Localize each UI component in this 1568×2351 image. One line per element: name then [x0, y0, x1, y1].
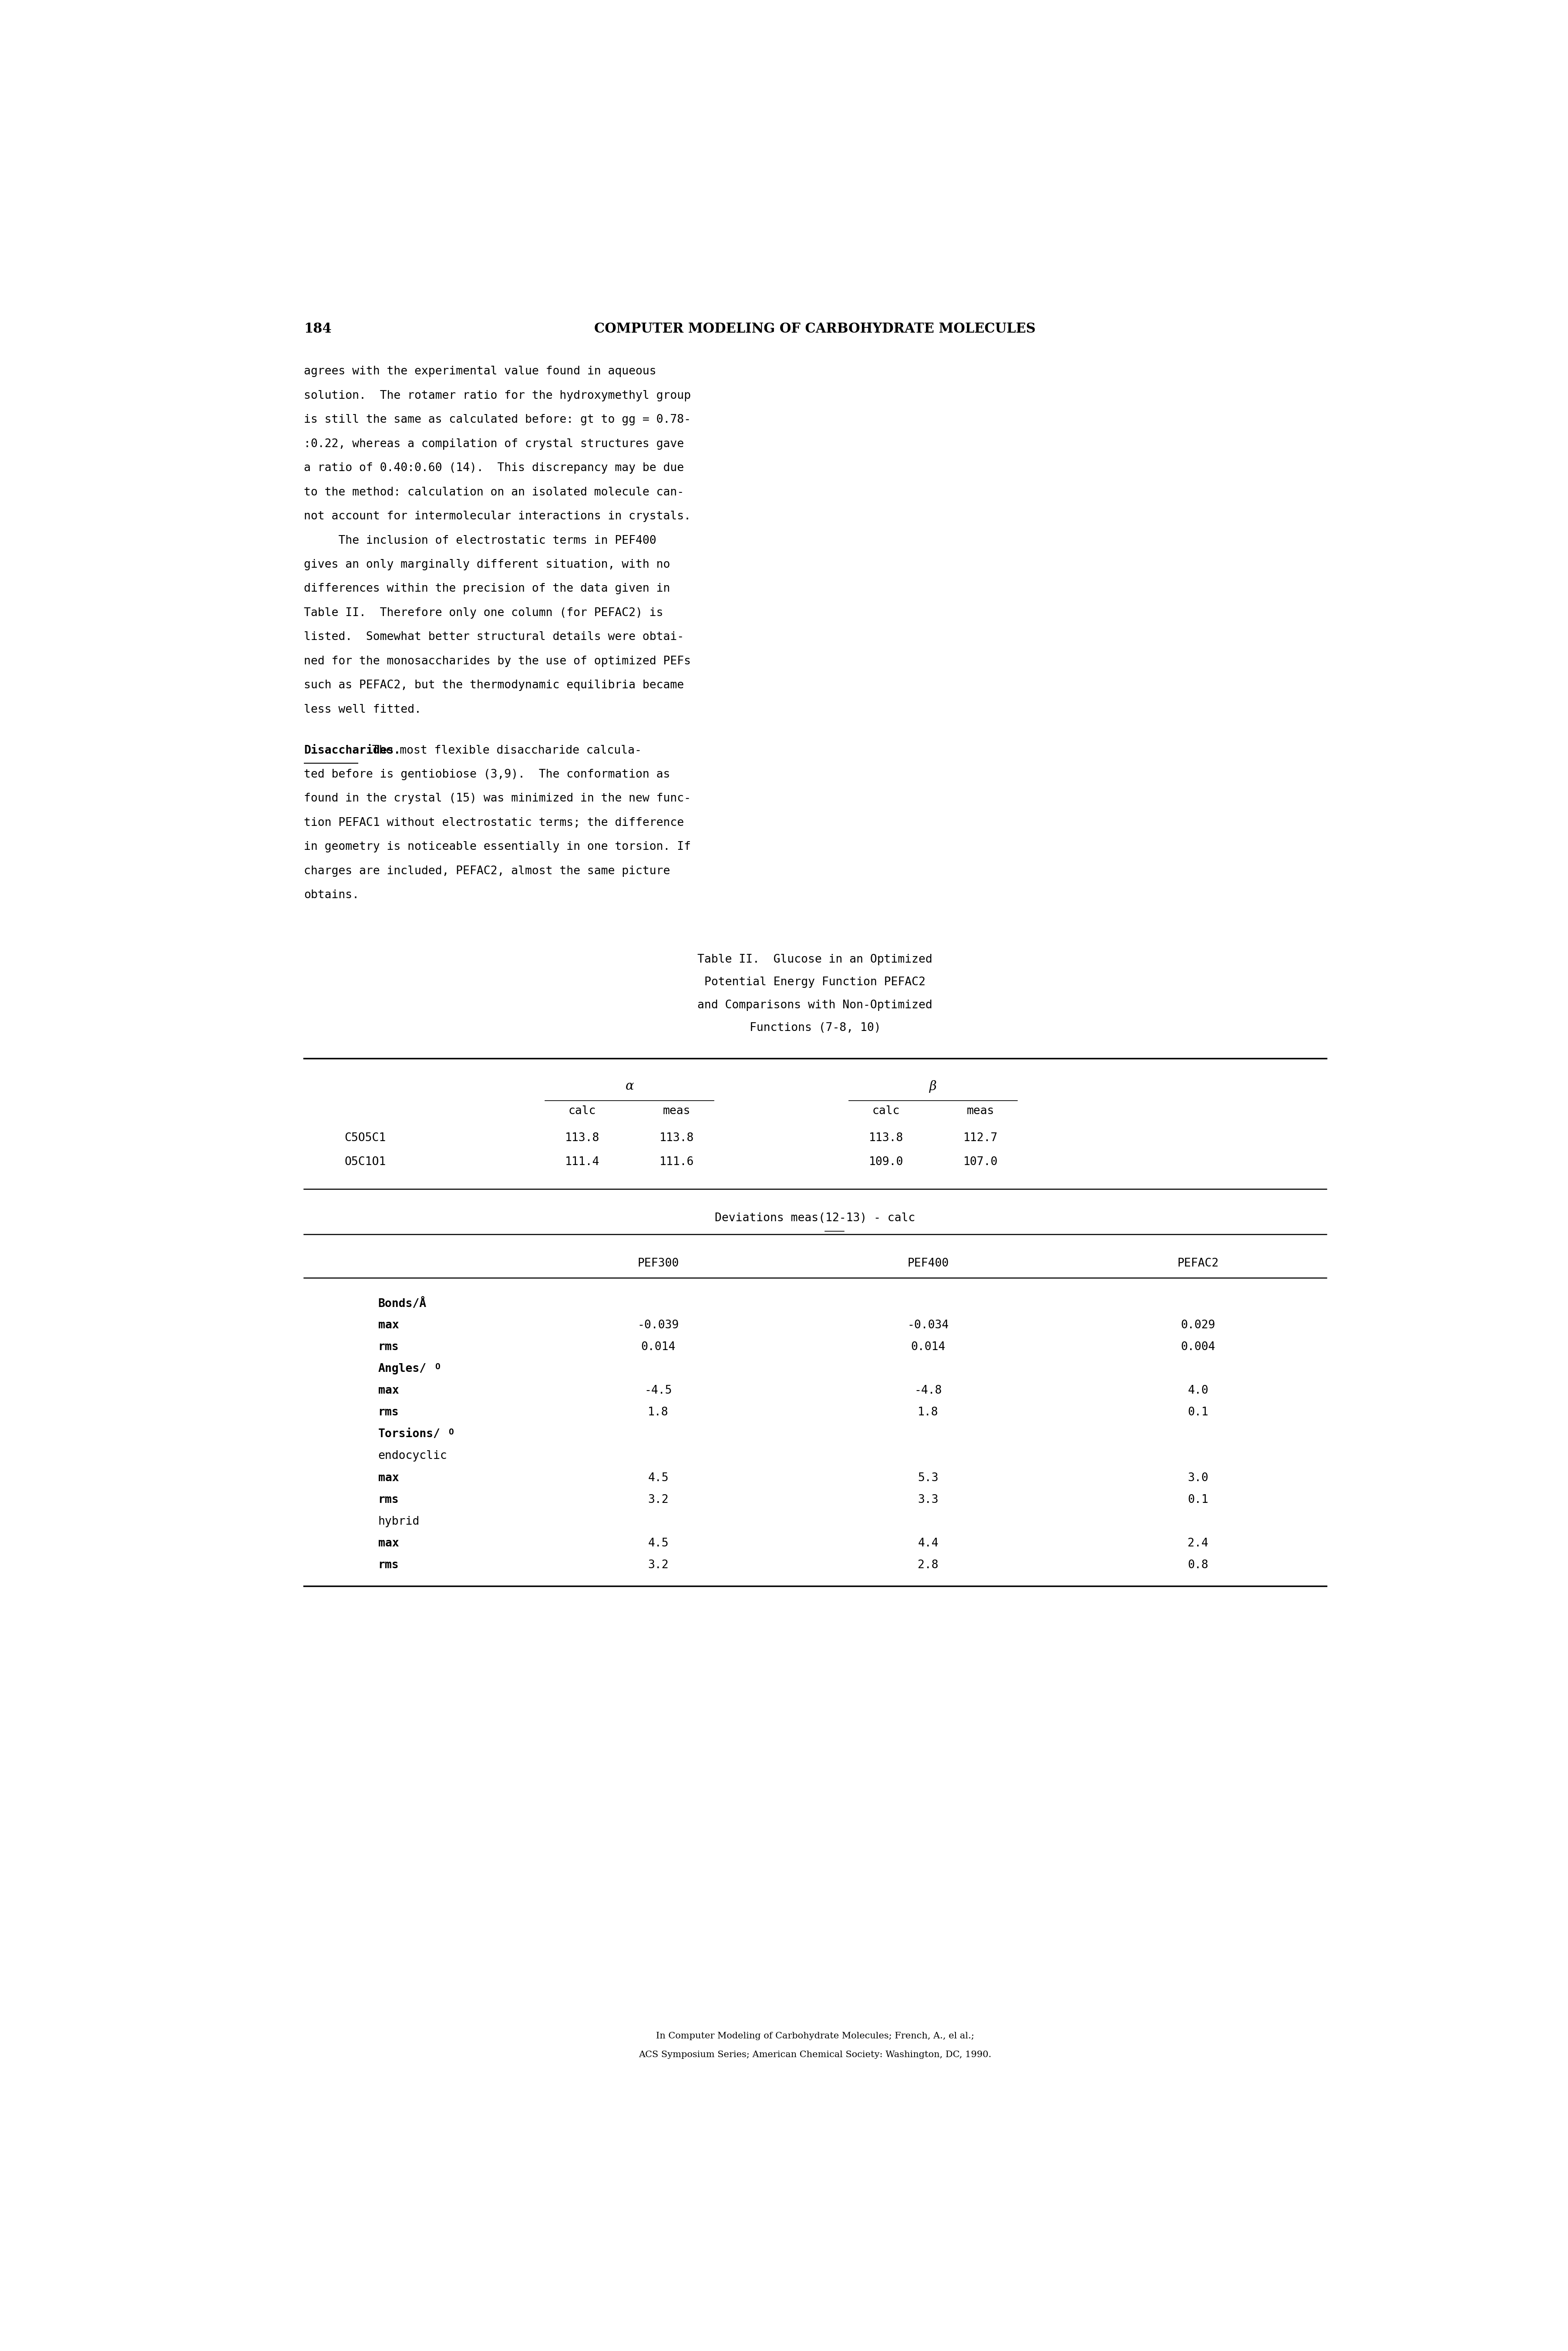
- Text: β: β: [930, 1081, 936, 1093]
- Text: obtains.: obtains.: [304, 889, 359, 900]
- Text: meas: meas: [663, 1105, 690, 1117]
- Text: in geometry is noticeable essentially in one torsion. If: in geometry is noticeable essentially in…: [304, 842, 691, 853]
- Text: Bonds/Å: Bonds/Å: [378, 1298, 426, 1310]
- Text: 3.0: 3.0: [1187, 1472, 1209, 1483]
- Text: -0.034: -0.034: [908, 1319, 949, 1331]
- Text: C5O5C1: C5O5C1: [345, 1133, 386, 1143]
- Text: Angles/: Angles/: [378, 1364, 426, 1375]
- Text: 1.8: 1.8: [917, 1406, 939, 1418]
- Text: such as PEFAC2, but the thermodynamic equilibria became: such as PEFAC2, but the thermodynamic eq…: [304, 679, 684, 691]
- Text: charges are included, PEFAC2, almost the same picture: charges are included, PEFAC2, almost the…: [304, 865, 670, 877]
- Text: meas: meas: [966, 1105, 994, 1117]
- Text: max: max: [378, 1472, 398, 1483]
- Text: 113.8: 113.8: [869, 1133, 903, 1143]
- Text: O5C1O1: O5C1O1: [345, 1157, 386, 1168]
- Text: 4.0: 4.0: [1187, 1385, 1209, 1396]
- Text: Potential Energy Function PEFAC2: Potential Energy Function PEFAC2: [704, 976, 925, 987]
- Text: In Computer Modeling of Carbohydrate Molecules; French, A., el al.;: In Computer Modeling of Carbohydrate Mol…: [655, 2031, 974, 2041]
- Text: 111.4: 111.4: [564, 1157, 599, 1168]
- Text: 2.8: 2.8: [917, 1559, 939, 1570]
- Text: 109.0: 109.0: [869, 1157, 903, 1168]
- Text: COMPUTER MODELING OF CARBOHYDRATE MOLECULES: COMPUTER MODELING OF CARBOHYDRATE MOLECU…: [594, 322, 1036, 336]
- Text: PEFAC2: PEFAC2: [1178, 1258, 1218, 1270]
- Text: Deviations meas(12-13) - calc: Deviations meas(12-13) - calc: [715, 1213, 916, 1225]
- Text: 0.1: 0.1: [1187, 1493, 1209, 1505]
- Text: :0.22, whereas a compilation of crystal structures gave: :0.22, whereas a compilation of crystal …: [304, 437, 684, 449]
- Text: 184: 184: [304, 322, 332, 336]
- Text: gives an only marginally different situation, with no: gives an only marginally different situa…: [304, 560, 670, 571]
- Text: tion PEFAC1 without electrostatic terms; the difference: tion PEFAC1 without electrostatic terms;…: [304, 818, 684, 828]
- Text: to the method: calculation on an isolated molecule can-: to the method: calculation on an isolate…: [304, 487, 684, 498]
- Text: calc: calc: [872, 1105, 900, 1117]
- Text: 0.014: 0.014: [911, 1342, 946, 1352]
- Text: hybrid: hybrid: [378, 1516, 420, 1528]
- Text: 0.004: 0.004: [1181, 1342, 1215, 1352]
- Text: listed.  Somewhat better structural details were obtai-: listed. Somewhat better structural detai…: [304, 632, 684, 642]
- Text: 0.1: 0.1: [1187, 1406, 1209, 1418]
- Text: found in the crystal (15) was minimized in the new func-: found in the crystal (15) was minimized …: [304, 792, 691, 804]
- Text: 111.6: 111.6: [660, 1157, 695, 1168]
- Text: ted before is gentiobiose (3,9).  The conformation as: ted before is gentiobiose (3,9). The con…: [304, 769, 670, 781]
- Text: -4.5: -4.5: [644, 1385, 673, 1396]
- Text: 0.8: 0.8: [1187, 1559, 1209, 1570]
- Text: O: O: [448, 1427, 453, 1436]
- Text: The inclusion of electrostatic terms in PEF400: The inclusion of electrostatic terms in …: [304, 536, 657, 545]
- Text: max: max: [378, 1385, 398, 1396]
- Text: 3.2: 3.2: [648, 1493, 668, 1505]
- Text: endocyclic: endocyclic: [378, 1451, 447, 1462]
- Text: 5.3: 5.3: [917, 1472, 939, 1483]
- Text: 2.4: 2.4: [1187, 1538, 1209, 1549]
- Text: rms: rms: [378, 1406, 398, 1418]
- Text: The most flexible disaccharide calcula-: The most flexible disaccharide calcula-: [358, 745, 641, 757]
- Text: Table II.  Therefore only one column (for PEFAC2) is: Table II. Therefore only one column (for…: [304, 607, 663, 618]
- Text: calc: calc: [569, 1105, 596, 1117]
- Text: 107.0: 107.0: [963, 1157, 997, 1168]
- Text: PEF400: PEF400: [908, 1258, 949, 1270]
- Text: rms: rms: [378, 1342, 398, 1352]
- Text: not account for intermolecular interactions in crystals.: not account for intermolecular interacti…: [304, 510, 691, 522]
- Text: Torsions/: Torsions/: [378, 1429, 441, 1439]
- Text: O: O: [434, 1364, 441, 1371]
- Text: 0.014: 0.014: [641, 1342, 676, 1352]
- Text: 3.2: 3.2: [648, 1559, 668, 1570]
- Text: and Comparisons with Non-Optimized: and Comparisons with Non-Optimized: [698, 999, 933, 1011]
- Text: a ratio of 0.40:0.60 (14).  This discrepancy may be due: a ratio of 0.40:0.60 (14). This discrepa…: [304, 463, 684, 475]
- Text: 3.3: 3.3: [917, 1493, 939, 1505]
- Text: 4.5: 4.5: [648, 1538, 668, 1549]
- Text: less well fitted.: less well fitted.: [304, 703, 422, 715]
- Text: rms: rms: [378, 1493, 398, 1505]
- Text: 113.8: 113.8: [660, 1133, 695, 1143]
- Text: differences within the precision of the data given in: differences within the precision of the …: [304, 583, 670, 595]
- Text: PEF300: PEF300: [638, 1258, 679, 1270]
- Text: 112.7: 112.7: [963, 1133, 997, 1143]
- Text: 4.5: 4.5: [648, 1472, 668, 1483]
- Text: α: α: [626, 1081, 633, 1093]
- Text: 1.8: 1.8: [648, 1406, 668, 1418]
- Text: 0.029: 0.029: [1181, 1319, 1215, 1331]
- Text: max: max: [378, 1538, 398, 1549]
- Text: -4.8: -4.8: [914, 1385, 942, 1396]
- Text: rms: rms: [378, 1559, 398, 1570]
- Text: ACS Symposium Series; American Chemical Society: Washington, DC, 1990.: ACS Symposium Series; American Chemical …: [638, 2050, 991, 2059]
- Text: Disaccharides.: Disaccharides.: [304, 745, 401, 757]
- Text: Functions (7-8, 10): Functions (7-8, 10): [750, 1023, 881, 1034]
- Text: Table II.  Glucose in an Optimized: Table II. Glucose in an Optimized: [698, 955, 933, 966]
- Text: is still the same as calculated before: gt to gg = 0.78-: is still the same as calculated before: …: [304, 414, 691, 426]
- Text: 113.8: 113.8: [564, 1133, 599, 1143]
- Text: max: max: [378, 1319, 398, 1331]
- Text: solution.  The rotamer ratio for the hydroxymethyl group: solution. The rotamer ratio for the hydr…: [304, 390, 691, 402]
- Text: agrees with the experimental value found in aqueous: agrees with the experimental value found…: [304, 367, 657, 376]
- Text: ned for the monosaccharides by the use of optimized PEFs: ned for the monosaccharides by the use o…: [304, 656, 691, 668]
- Text: 4.4: 4.4: [917, 1538, 939, 1549]
- Text: -0.039: -0.039: [638, 1319, 679, 1331]
